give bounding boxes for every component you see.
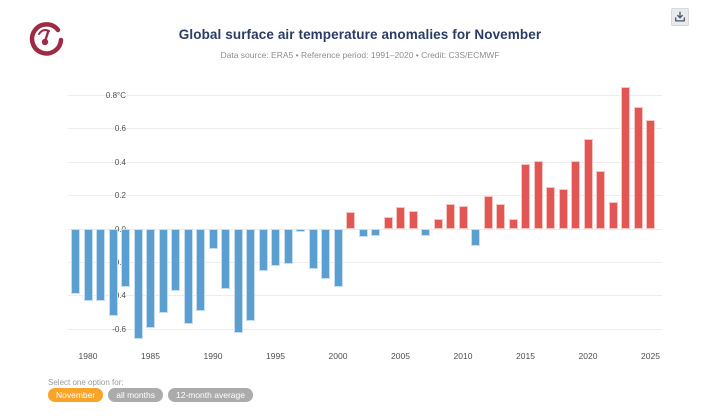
bar-1997[interactable]	[296, 229, 305, 233]
bar-2000[interactable]	[333, 229, 343, 288]
bar-2004[interactable]	[383, 217, 393, 229]
bar-1984[interactable]	[133, 229, 143, 340]
y-axis-label: 0.2	[114, 191, 126, 201]
select-option-label: Select one option for:	[48, 378, 124, 387]
bar-1994[interactable]	[258, 229, 268, 271]
november-button[interactable]: November	[48, 388, 104, 403]
y-axis-label: 0.6	[114, 124, 126, 134]
y-axis-label: -0.4	[112, 291, 126, 301]
bar-2014[interactable]	[508, 218, 518, 229]
bar-2020[interactable]	[583, 138, 593, 229]
bar-2023[interactable]	[621, 87, 630, 229]
y-axis-label: 0.4	[114, 157, 126, 167]
bar-2012[interactable]	[483, 195, 493, 229]
bar-1980[interactable]	[83, 229, 93, 301]
gridline	[68, 128, 662, 130]
bar-1988[interactable]	[183, 229, 193, 325]
bar-2022[interactable]	[608, 202, 618, 229]
x-axis-label: 2000	[328, 351, 348, 361]
download-button[interactable]	[671, 8, 689, 26]
bar-2017[interactable]	[546, 187, 555, 229]
logo-arc	[38, 29, 50, 35]
option-buttons: November all months 12-month average	[48, 388, 253, 403]
bar-1979[interactable]	[71, 229, 80, 295]
bar-2006[interactable]	[408, 210, 418, 229]
x-axis-label: 1980	[78, 351, 98, 361]
y-axis-label: 0.0	[71, 225, 126, 234]
bar-1985[interactable]	[146, 229, 155, 328]
bar-2019[interactable]	[571, 160, 580, 229]
logo-swoosh	[29, 22, 64, 56]
x-axis-label: 1990	[203, 351, 223, 361]
bar-1991[interactable]	[221, 229, 230, 290]
gridline	[68, 295, 662, 297]
climate-pulse-logo[interactable]	[28, 20, 64, 56]
bar-2009[interactable]	[446, 203, 455, 229]
bar-2003[interactable]	[371, 229, 380, 236]
bar-1982[interactable]	[108, 229, 118, 316]
bar-1981[interactable]	[96, 229, 105, 301]
all-months-button[interactable]: all months	[108, 388, 163, 403]
x-axis-label: 1995	[266, 351, 285, 361]
gridline	[68, 195, 662, 197]
bar-2013[interactable]	[496, 203, 505, 229]
bar-2008[interactable]	[433, 218, 443, 229]
gridline	[68, 161, 662, 163]
bar-1998[interactable]	[308, 229, 318, 270]
bar-2021[interactable]	[596, 170, 605, 229]
y-axis-label: -0.2	[112, 257, 126, 267]
bar-1993[interactable]	[246, 229, 255, 321]
bar-2010[interactable]	[458, 205, 468, 229]
twelve-month-average-button[interactable]: 12-month average	[167, 388, 253, 403]
page-title: Global surface air temperature anomalies…	[178, 27, 542, 42]
bar-2024[interactable]	[633, 107, 643, 229]
bar-1992[interactable]	[233, 229, 243, 333]
x-axis-label: 2025	[641, 351, 660, 361]
bar-2025[interactable]	[646, 120, 655, 229]
bar-1990[interactable]	[208, 229, 218, 250]
download-icon	[675, 11, 685, 22]
bar-1995[interactable]	[271, 229, 280, 266]
y-axis-label: -0.6	[112, 324, 126, 334]
bar-1987[interactable]	[171, 229, 180, 291]
gridline	[68, 261, 662, 263]
bar-2001[interactable]	[346, 212, 355, 229]
x-axis-label: 2005	[391, 351, 410, 361]
bar-2015[interactable]	[521, 163, 530, 229]
thermometer-icon	[41, 30, 50, 46]
bar-2007[interactable]	[421, 229, 430, 236]
bar-2005[interactable]	[396, 207, 405, 229]
x-axis-label: 1985	[141, 351, 160, 361]
y-axis-label: 0.8°C	[105, 90, 126, 100]
bar-2002[interactable]	[358, 229, 368, 238]
bar-chart: 0.8°C 0.6 0.4 0.2 0.0 -0.2 -0.4 -0.6 1980 1985 199…	[68, 87, 662, 361]
bar-1999[interactable]	[321, 229, 330, 280]
chart-subtitle: Data source: ERA5 • Reference period: 19…	[220, 50, 500, 60]
gridline	[68, 94, 662, 96]
bar-1983[interactable]	[121, 229, 130, 288]
bar-2016[interactable]	[533, 160, 543, 229]
x-axis-label: 2015	[516, 351, 535, 361]
x-axis-label: 2020	[578, 351, 598, 361]
bar-1996[interactable]	[283, 229, 293, 265]
bar-2011[interactable]	[471, 229, 480, 246]
x-axis-label: 2010	[453, 351, 473, 361]
bar-1989[interactable]	[196, 229, 205, 311]
bar-2018[interactable]	[558, 188, 568, 229]
bar-1986[interactable]	[158, 229, 168, 313]
gridline	[68, 328, 662, 330]
